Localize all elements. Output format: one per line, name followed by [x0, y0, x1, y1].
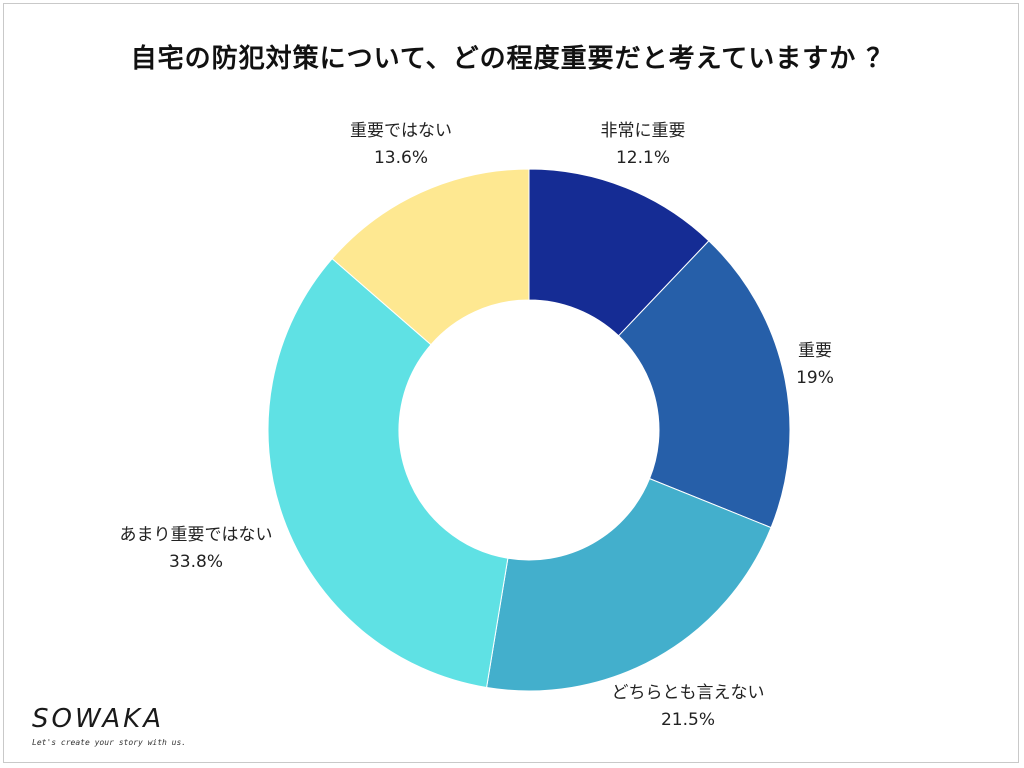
slice-value-label: 21.5%: [661, 710, 715, 730]
slice-category-label: あまり重要ではない: [120, 525, 273, 545]
donut-slice-4: [267, 257, 509, 689]
donut-slice-2: [617, 240, 791, 529]
slice-value-label: 12.1%: [616, 148, 670, 168]
slice-category-label: どちらとも言えない: [612, 683, 765, 703]
slice-category-label: 非常に重要: [601, 121, 686, 141]
donut-slice-3: [485, 477, 772, 692]
slice-value-label: 13.6%: [374, 148, 428, 168]
donut-slices: [267, 168, 791, 692]
slice-value-label: 19%: [796, 368, 834, 388]
slice-category-label: 重要ではない: [350, 121, 452, 141]
donut-slice-5: [331, 168, 530, 346]
brand-tagline: Let's create your story with us.: [32, 738, 187, 747]
brand-logo: SOWAKA: [32, 704, 165, 734]
slice-value-label: 33.8%: [169, 552, 223, 572]
donut-labels: 非常に重要 12.1% 重要 19% どちらとも言えない 21.5% あまり重要ではない 33…: [120, 121, 834, 730]
chart-title: 自宅の防犯対策について、どの程度重要だと考えていますか ？: [130, 44, 894, 74]
slice-category-label: 重要: [798, 341, 832, 361]
